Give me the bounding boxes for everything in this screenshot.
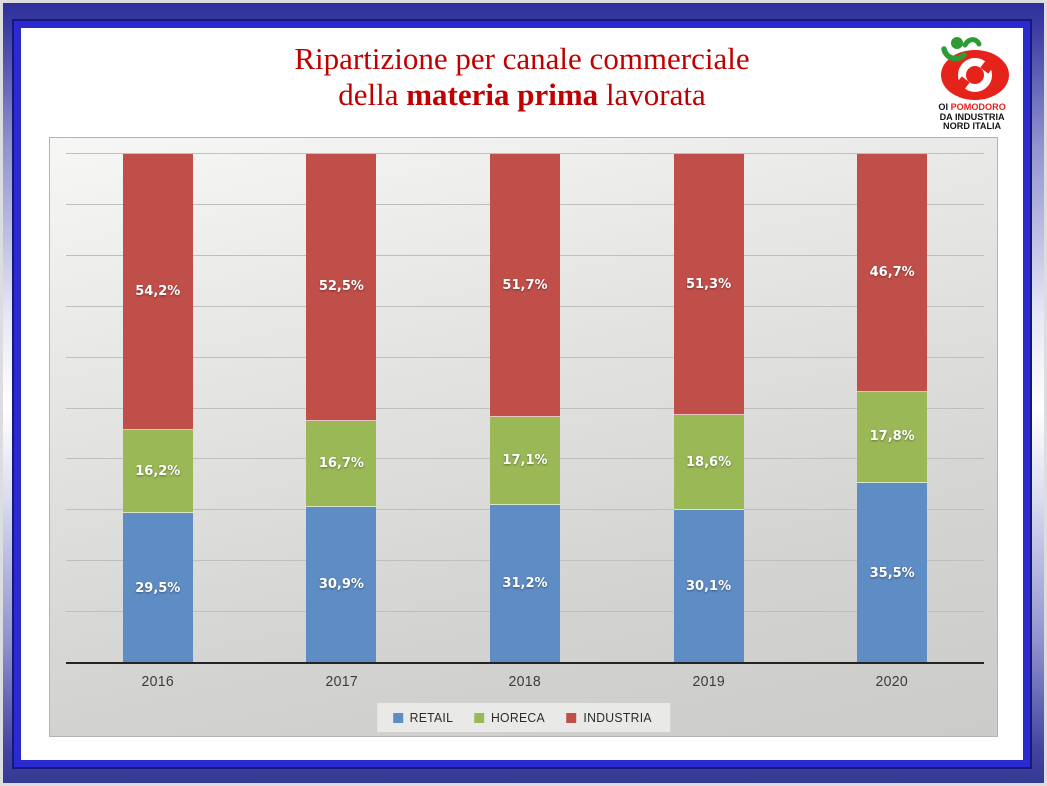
logo: OI POMODORO DA INDUSTRIA NORD ITALIA <box>932 35 1012 132</box>
legend-swatch-horeca <box>474 712 485 723</box>
title-line-1: Ripartizione per canale commerciale <box>294 41 750 76</box>
category-slot-2016: 29,5% 16,2% 54,2% <box>66 154 250 663</box>
bar-segment-retail-2020: 35,5% <box>857 483 928 663</box>
category-slot-2017: 30,9% 16,7% 52,5% <box>250 154 434 663</box>
title-line-2-bold: materia prima <box>406 77 599 112</box>
logo-text-pomodoro: POMODORO <box>950 102 1006 113</box>
data-label-retail-2020: 35,5% <box>869 565 915 581</box>
x-axis-label-2020: 2020 <box>875 673 909 690</box>
data-label-industria-2018: 51,7% <box>502 277 548 293</box>
x-axis-label-2016: 2016 <box>141 673 175 690</box>
title-line-2-suffix: lavorata <box>598 77 706 112</box>
data-label-retail-2019: 30,1% <box>686 579 732 595</box>
gridline-100 <box>66 153 984 154</box>
data-label-retail-2018: 31,2% <box>502 576 548 592</box>
bar-2018: 31,2% 17,1% 51,7% <box>489 154 560 663</box>
slide-content: Ripartizione per canale commerciale dell… <box>21 28 1023 760</box>
bar-segment-industria-2018: 51,7% <box>489 154 560 418</box>
bar-2020: 35,5% 17,8% 46,7% <box>857 154 928 663</box>
logo-text-line-3: NORD ITALIA <box>942 121 1002 132</box>
data-label-industria-2017: 52,5% <box>318 279 364 295</box>
bar-segment-retail-2017: 30,9% <box>306 506 377 663</box>
data-label-retail-2016: 29,5% <box>135 580 181 596</box>
title-line-2-prefix: della <box>338 77 407 112</box>
logo-text-oi: OI <box>938 102 948 113</box>
logo-text-line-1: OI POMODORO <box>938 103 1005 113</box>
category-slot-2018: 31,2% 17,1% 51,7% <box>433 154 617 663</box>
bar-segment-retail-2019: 30,1% <box>673 510 744 663</box>
slide-title: Ripartizione per canale commerciale dell… <box>21 41 1023 113</box>
bar-segment-industria-2016: 54,2% <box>122 154 193 431</box>
data-label-horeca-2020: 17,8% <box>869 429 915 445</box>
data-label-industria-2016: 54,2% <box>135 284 181 300</box>
logo-text: OI POMODORO DA INDUSTRIA NORD ITALIA <box>938 103 1005 132</box>
bar-segment-horeca-2020: 17,8% <box>857 391 928 484</box>
data-label-horeca-2017: 16,7% <box>318 455 364 471</box>
bar-segment-horeca-2019: 18,6% <box>673 415 744 511</box>
tomato-swirl-logo-icon <box>941 37 1009 100</box>
bar-segment-retail-2016: 29,5% <box>122 513 193 663</box>
x-axis-label-2019: 2019 <box>692 673 725 690</box>
legend-label-retail: RETAIL <box>409 710 453 725</box>
legend-swatch-industria <box>566 712 577 723</box>
legend-label-industria: INDUSTRIA <box>583 710 653 725</box>
logo-text-line-2: DA INDUSTRIA <box>939 111 1005 123</box>
data-label-horeca-2018: 17,1% <box>502 452 548 468</box>
bar-segment-retail-2018: 31,2% <box>489 504 560 663</box>
data-label-horeca-2019: 18,6% <box>686 454 732 470</box>
bar-segment-horeca-2016: 16,2% <box>122 430 193 514</box>
data-label-industria-2019: 51,3% <box>686 276 732 292</box>
bar-segment-industria-2020: 46,7% <box>857 154 928 392</box>
bar-slots: 29,5% 16,2% 54,2% 30,9% 16,7% 52,5% 31,2% 17,1%… <box>66 154 984 663</box>
bar-segment-industria-2019: 51,3% <box>673 154 744 416</box>
data-label-horeca-2016: 16,2% <box>135 463 181 479</box>
bar-segment-horeca-2018: 17,1% <box>489 417 560 505</box>
legend-label-horeca: HORECA <box>490 710 545 725</box>
legend-swatch-retail <box>392 712 403 723</box>
legend-item-retail: RETAIL <box>392 710 454 725</box>
stacked-bar-chart: 29,5% 16,2% 54,2% 30,9% 16,7% 52,5% 31,2% 17,1%… <box>49 137 998 737</box>
x-axis-line <box>66 662 984 664</box>
plot-area: 29,5% 16,2% 54,2% 30,9% 16,7% 52,5% 31,2% 17,1%… <box>66 153 984 664</box>
category-slot-2019: 30,1% 18,6% 51,3% <box>617 154 801 663</box>
bar-segment-industria-2017: 52,5% <box>306 154 377 421</box>
bar-segment-horeca-2017: 16,7% <box>306 420 377 507</box>
legend-item-horeca: HORECA <box>474 710 546 725</box>
category-slot-2020: 35,5% 17,8% 46,7% <box>800 154 984 663</box>
title-line-2: della materia prima lavorata <box>21 77 1023 113</box>
bar-2017: 30,9% 16,7% 52,5% <box>306 154 377 663</box>
data-label-industria-2020: 46,7% <box>869 264 915 280</box>
bar-2016: 29,5% 16,2% 54,2% <box>122 154 193 663</box>
data-label-retail-2017: 30,9% <box>318 577 364 593</box>
bar-2019: 30,1% 18,6% 51,3% <box>673 154 744 663</box>
x-axis-labels: 2016 2017 2018 2019 2020 <box>66 673 984 695</box>
legend-item-industria: INDUSTRIA <box>566 710 655 725</box>
x-axis-label-2018: 2018 <box>508 673 542 690</box>
x-axis-label-2017: 2017 <box>325 673 358 690</box>
legend: RETAIL HORECA INDUSTRIA <box>376 703 671 732</box>
